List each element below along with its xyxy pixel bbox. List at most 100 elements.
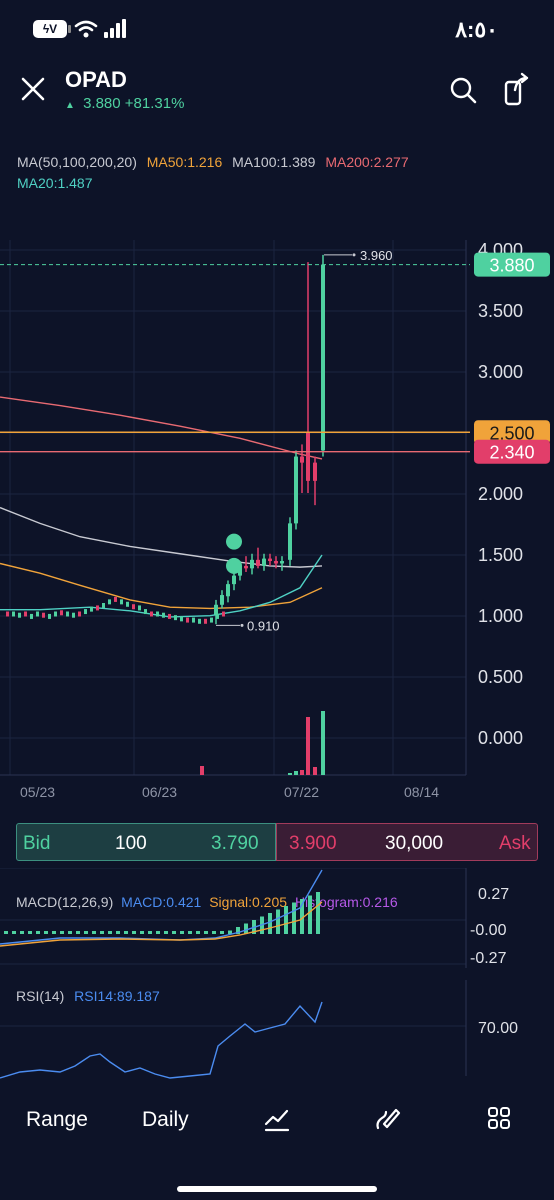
- candle: [36, 611, 39, 617]
- search-icon[interactable]: [449, 76, 477, 104]
- bid-ask-bar[interactable]: Bid 100 3.790 3.900 30,000 Ask: [16, 823, 538, 861]
- ask-label: Ask: [499, 833, 531, 854]
- rsi-chart[interactable]: [0, 976, 554, 1080]
- macd-hist-bar: [132, 931, 136, 934]
- more-grid-icon[interactable]: [487, 1106, 511, 1130]
- ask-box[interactable]: 3.900 30,000 Ask: [276, 823, 538, 861]
- candle-body: [274, 561, 278, 564]
- macd-hist-bar: [100, 931, 104, 934]
- volume-bar: [300, 770, 304, 775]
- candle: [24, 611, 27, 617]
- y-axis: 4.0003.5003.0002.5002.0001.5001.0000.500…: [478, 240, 523, 748]
- red-price-tag-bg: [474, 439, 550, 464]
- macd-hist-bar: [52, 931, 56, 934]
- candle: [42, 612, 45, 618]
- orange-price-tag-bg: [474, 420, 550, 445]
- rsi-legend: RSI(14) RSI14:89.187: [16, 988, 160, 1004]
- candle: [222, 611, 225, 617]
- ma-label: MA(50,100,200,20): [17, 154, 137, 170]
- wifi-icon: [74, 20, 98, 38]
- share-icon[interactable]: [503, 72, 531, 106]
- high-label: 3.960: [360, 248, 393, 263]
- candle-body: [306, 432, 310, 481]
- macd-hist-bar: [204, 931, 208, 934]
- candle-body: [280, 561, 284, 564]
- macd-hist-bar: [196, 931, 200, 934]
- macd-hist-bar: [172, 931, 176, 934]
- x-tick: 06/23: [142, 784, 178, 800]
- macd-tick: -0.00: [470, 922, 507, 939]
- candle: [12, 611, 15, 617]
- ma20-line: [0, 554, 323, 618]
- low-label: 0.910: [247, 618, 280, 633]
- candle: [186, 617, 189, 623]
- x-axis: 05/23 06/23 07/22 08/14: [0, 784, 554, 804]
- candle-body: [313, 462, 317, 481]
- macd-label: MACD(12,26,9): [16, 894, 114, 910]
- volume-bar: [321, 711, 325, 775]
- moving-average-lines: [0, 396, 323, 618]
- candle: [102, 602, 105, 608]
- low-dot: [240, 623, 244, 627]
- candle: [126, 601, 129, 607]
- candle: [138, 605, 141, 611]
- candle-body: [294, 456, 298, 524]
- bid-label: Bid: [23, 833, 51, 854]
- y-tick-label: 2.000: [478, 484, 523, 504]
- orange-price-tag: 2.500: [489, 423, 534, 443]
- signal-value: Signal:0.205: [209, 894, 288, 910]
- macd-hist-bar: [108, 931, 112, 934]
- header: OPAD ▲ 3.880 +81.31%: [0, 60, 554, 130]
- macd-hist-bar: [276, 909, 280, 934]
- macd-hist-bar: [28, 931, 32, 934]
- indicator-icon[interactable]: [264, 1106, 290, 1132]
- y-tick-label: 3.000: [478, 362, 523, 382]
- candle: [198, 618, 201, 624]
- candle: [54, 611, 57, 617]
- macd-line: [0, 869, 323, 945]
- candle: [162, 612, 165, 618]
- range-button[interactable]: Range: [26, 1108, 88, 1131]
- ma200-line: [0, 396, 323, 460]
- bid-box[interactable]: Bid 100 3.790: [16, 823, 276, 861]
- draw-icon[interactable]: [374, 1104, 402, 1132]
- volume-bar: [294, 771, 298, 775]
- macd-hist-bar: [268, 913, 272, 934]
- macd-hist-bar: [4, 931, 8, 934]
- price-line: ▲ 3.880 +81.31%: [65, 95, 184, 112]
- candle: [78, 611, 81, 617]
- ma100-value: MA100:1.389: [232, 154, 316, 170]
- rsi-label: RSI(14): [16, 988, 65, 1004]
- candlesticks: 3.960 0.910: [6, 248, 393, 633]
- candle: [120, 599, 123, 605]
- rsi-line: [0, 1001, 323, 1079]
- candle: [114, 596, 117, 602]
- ma-legend: MA(50,100,200,20) MA50:1.216 MA100:1.389…: [17, 154, 415, 170]
- macd-hist-bar: [84, 931, 88, 934]
- candle-body: [288, 523, 292, 560]
- candle: [30, 613, 33, 619]
- candle-body: [250, 559, 254, 569]
- y-tick-label: 0.500: [478, 667, 523, 687]
- histogram-value: Histogram:0.216: [294, 894, 398, 910]
- macd-hist-bar: [220, 931, 224, 934]
- y-tick-label: 0.000: [478, 728, 523, 748]
- candle: [180, 616, 183, 622]
- macd-hist-bar: [284, 906, 288, 934]
- macd-chart[interactable]: [0, 868, 554, 972]
- macd-hist-bar: [188, 931, 192, 934]
- bid-size: 100: [115, 833, 147, 854]
- candle: [156, 611, 159, 617]
- period-button[interactable]: Daily: [142, 1108, 189, 1131]
- candle: [90, 606, 93, 612]
- close-icon[interactable]: [20, 76, 46, 102]
- last-price-tag-bg: [474, 252, 550, 277]
- candle: [192, 617, 195, 623]
- macd-hist-bar: [44, 931, 48, 934]
- volume-bars: [200, 711, 325, 775]
- macd-hist-bar: [236, 927, 240, 934]
- y-tick-label: 3.500: [478, 301, 523, 321]
- clock: ٨:٥٠: [455, 17, 498, 42]
- candle: [108, 599, 111, 605]
